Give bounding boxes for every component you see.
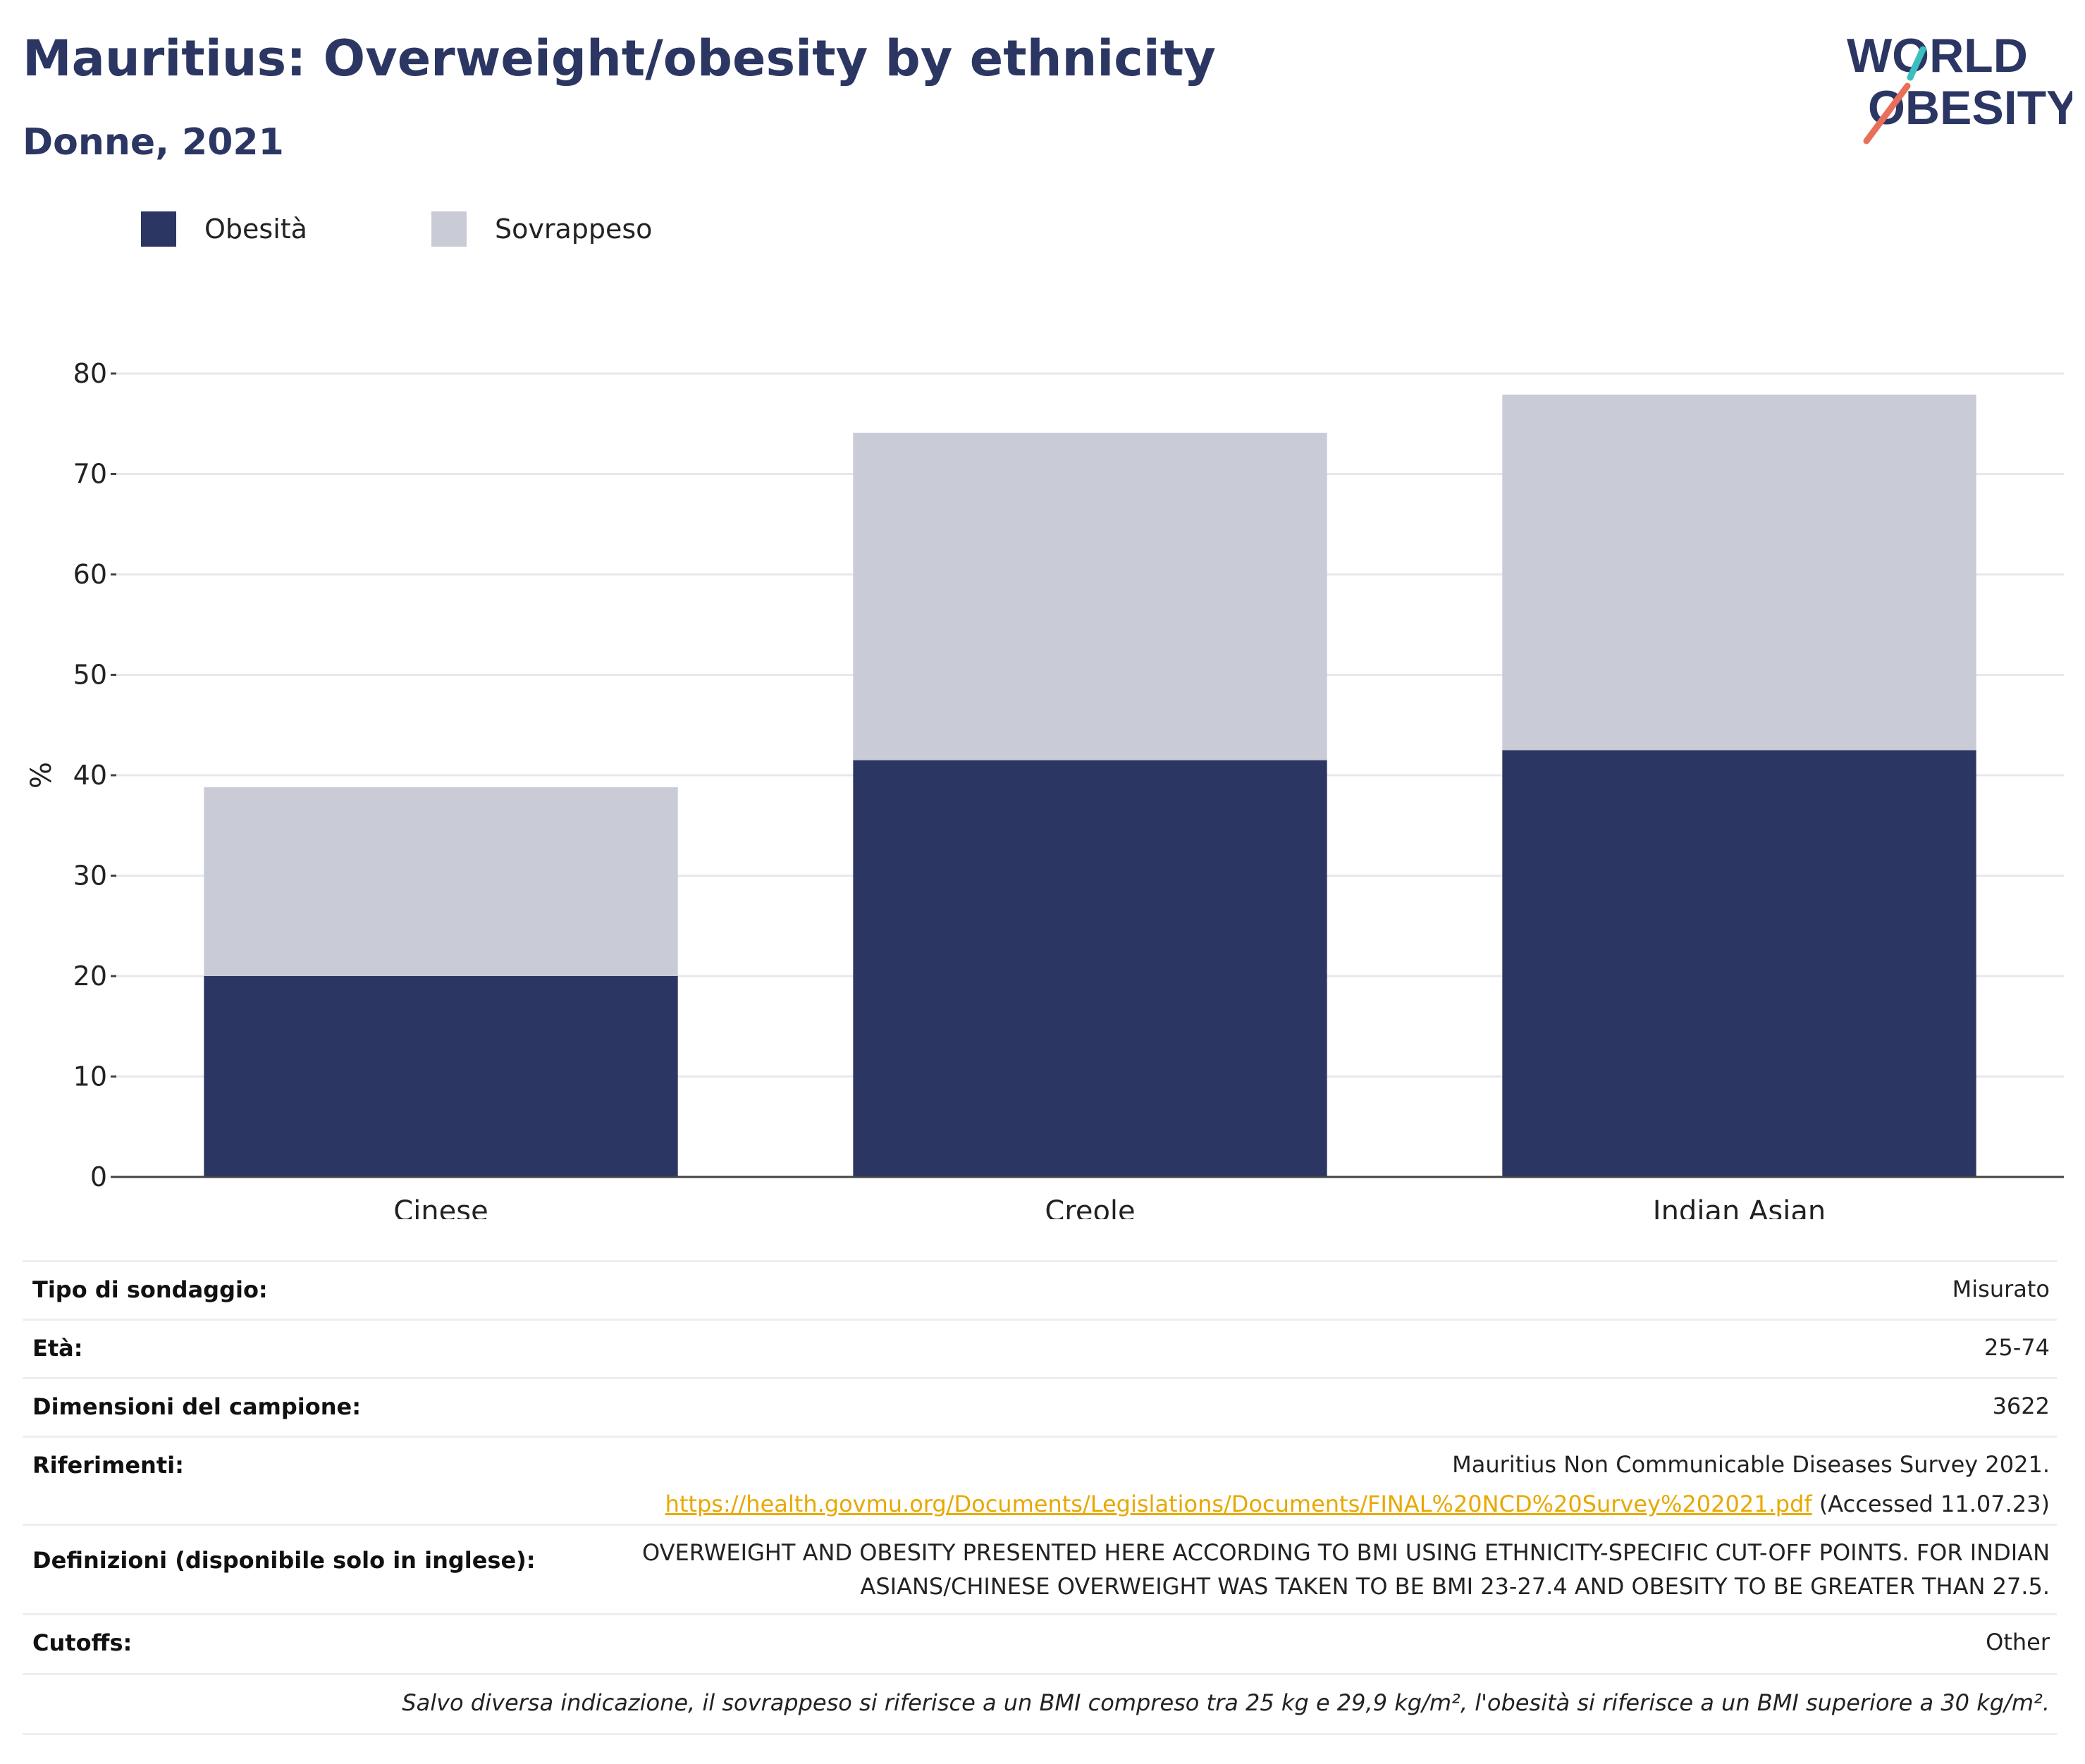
info-table-bottom-border: [23, 1733, 2057, 1735]
references-label: Riferimenti:: [32, 1452, 184, 1479]
world-obesity-logo: WORLD OBESITY: [1847, 29, 2072, 144]
cutoffs-label: Cutoffs:: [32, 1629, 133, 1656]
age-label: Età:: [32, 1335, 83, 1362]
legend-label-overweight: Sovrappeso: [495, 214, 653, 245]
y-tick-label: 20: [73, 961, 107, 992]
cutoffs-value: Other: [1986, 1629, 2050, 1655]
chart-subtitle: Donne, 2021: [23, 121, 284, 164]
x-tick-label: Creole: [1045, 1195, 1135, 1219]
legend-swatch-obesity: [141, 211, 176, 247]
y-tick-label: 50: [73, 660, 107, 691]
info-row-sample-size: Dimensioni del campione: 3622: [23, 1377, 2057, 1436]
survey-type-value: Misurato: [1952, 1276, 2050, 1302]
x-tick-label: Cinese: [393, 1195, 488, 1219]
info-row-survey-type: Tipo di sondaggio: Misurato: [23, 1260, 2057, 1319]
bar-overweight: [853, 433, 1327, 760]
logo-word-world: WORLD: [1847, 29, 2028, 82]
y-tick-label: 10: [73, 1061, 107, 1092]
y-tick-label: 40: [73, 760, 107, 791]
logo-slash-top: [1907, 46, 1926, 81]
bar-obesity: [853, 760, 1327, 1177]
definitions-line-1: OVERWEIGHT AND OBESITY PRESENTED HERE AC…: [642, 1539, 2050, 1566]
stacked-bar-chart: 0 10 20 30 40 50 60 70 80% Cinese Creole Indian Asi…: [25, 358, 2064, 1219]
info-row-references: Riferimenti: Mauritius Non Communicable …: [23, 1436, 2057, 1524]
references-link-line: https://health.govmu.org/Documents/Legis…: [23, 1484, 2050, 1524]
logo-slash-bottom: [1863, 82, 1911, 144]
y-tick-label: 0: [90, 1161, 107, 1192]
legend-label-obesity: Obesità: [204, 214, 307, 245]
definitions-label: Definizioni (disponibile solo in inglese…: [32, 1547, 536, 1574]
y-tick-label: 30: [73, 861, 107, 892]
survey-type-label: Tipo di sondaggio:: [32, 1276, 268, 1303]
info-row-note: Salvo diversa indicazione, il sovrappeso…: [23, 1673, 2057, 1733]
age-value: 25-74: [1984, 1334, 2050, 1361]
info-row-definitions: Definizioni (disponibile solo in inglese…: [23, 1524, 2057, 1613]
bar-overweight: [1502, 394, 1976, 751]
chart-title: Mauritius: Overweight/obesity by ethnici…: [23, 30, 1216, 87]
info-table: Tipo di sondaggio: Misurato Età: 25-74 D…: [23, 1260, 2057, 1735]
bar-obesity: [204, 976, 678, 1177]
bmi-definition-note: Salvo diversa indicazione, il sovrappeso…: [402, 1689, 2050, 1716]
references-link[interactable]: https://health.govmu.org/Documents/Legis…: [665, 1491, 1812, 1517]
sample-size-label: Dimensioni del campione:: [32, 1393, 362, 1420]
bar-overweight: [204, 787, 678, 976]
legend-swatch-overweight: [431, 211, 467, 247]
definitions-line-2: ASIANS/CHINESE OVERWEIGHT WAS TAKEN TO B…: [860, 1573, 2050, 1600]
y-tick-label: 80: [73, 358, 107, 389]
references-accessed: (Accessed 11.07.23): [1819, 1491, 2050, 1517]
info-row-cutoffs: Cutoffs: Other: [23, 1613, 2057, 1673]
references-title: Mauritius Non Communicable Diseases Surv…: [1452, 1451, 2050, 1478]
sample-size-value: 3622: [1992, 1393, 2050, 1419]
logo-word-obesity: OBESITY: [1868, 81, 2072, 135]
y-tick-label: 70: [73, 459, 107, 490]
bar-obesity: [1502, 750, 1976, 1177]
x-tick-label: Indian Asian: [1653, 1195, 1826, 1219]
y-tick-label: 60: [73, 559, 107, 590]
definitions-value: OVERWEIGHT AND OBESITY PRESENTED HERE AC…: [23, 1526, 2057, 1603]
references-value: Mauritius Non Communicable Diseases Surv…: [23, 1438, 2057, 1524]
info-row-age: Età: 25-74: [23, 1319, 2057, 1377]
y-axis-label: %: [25, 762, 58, 789]
